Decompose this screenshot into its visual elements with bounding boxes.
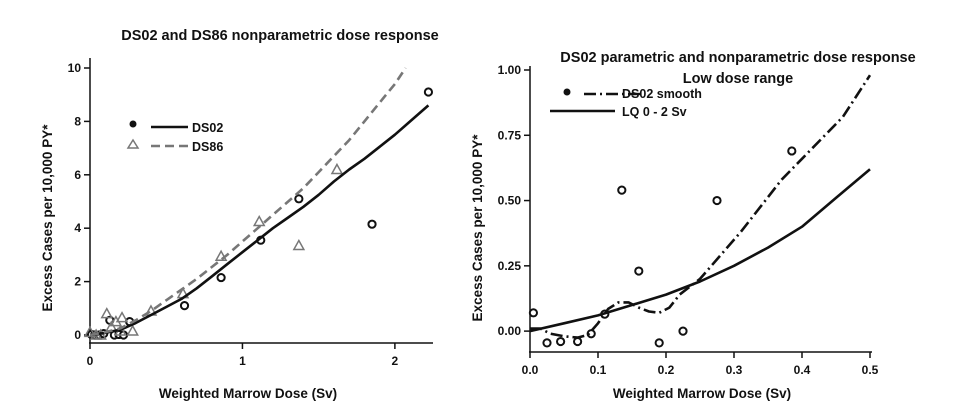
right-y-tick-label: 0.75 (498, 128, 522, 142)
right-x-tick-label: 0.2 (658, 363, 675, 377)
legend-ds02-smooth-label: DS02 smooth (622, 87, 702, 101)
left-ds02-point (367, 219, 377, 229)
panel-left-chart: DS02 and DS86 nonparametric dose respons… (40, 28, 439, 401)
left-ds86-point (83, 325, 97, 338)
right-x-tick-label: 0.4 (794, 363, 811, 377)
legend-ds02-smooth-marker-icon (563, 88, 571, 96)
right-y-tick-label: 1.00 (498, 63, 522, 77)
right-ds02-point (787, 146, 797, 156)
left-ds02-point (216, 272, 226, 283)
right-y-tick-label: 0.50 (498, 194, 522, 208)
left-ds86-point (115, 311, 129, 323)
right-chart-subtitle: Low dose range (683, 71, 793, 87)
right-y-tick-label: 0.25 (498, 259, 522, 273)
legend-ds86-label: DS86 (192, 140, 223, 154)
panel-right-chart: DS02 parametric and nonparametric dose r… (470, 50, 916, 401)
legend-lq-label: LQ 0 - 2 Sv (622, 105, 687, 119)
right-ds02-point (573, 336, 583, 347)
right-x-tick-label: 0.3 (726, 363, 743, 377)
left-ds02-point (423, 87, 434, 97)
legend-ds02-marker-icon (129, 120, 137, 128)
left-x-tick-label: 2 (392, 354, 399, 368)
right-y-tick-label: 0.00 (498, 324, 522, 338)
right-ds02-point (712, 195, 722, 206)
left-chart-title: DS02 and DS86 nonparametric dose respons… (121, 28, 439, 44)
left-y-axis-label: Excess Cases per 10,000 PY* (40, 124, 55, 312)
right-x-axis-label: Weighted Marrow Dose (Sv) (613, 386, 791, 401)
left-ds86-series-line (89, 67, 407, 337)
left-y-tick-label: 8 (74, 114, 81, 128)
left-y-tick-label: 6 (74, 168, 81, 182)
right-ds02-point (654, 338, 664, 348)
left-y-tick-label: 4 (74, 221, 81, 235)
right-x-tick-label: 0.1 (590, 363, 607, 377)
left-y-tick-label: 2 (74, 275, 81, 289)
right-ds02-point (634, 266, 644, 276)
left-ds02-point (294, 194, 304, 204)
right-ds02-point (528, 308, 539, 318)
right-ds02-point (542, 338, 552, 348)
left-ds86-point (126, 324, 139, 336)
right-x-tick-label: 0.0 (522, 363, 539, 377)
legend-ds86-marker-icon (126, 138, 140, 149)
left-y-tick-label: 10 (68, 61, 82, 75)
left-x-tick-label: 1 (239, 354, 246, 368)
left-ds02-point (179, 301, 190, 311)
left-ds86-point (252, 214, 266, 227)
right-lq-0-2-sv-series-line (529, 168, 871, 333)
left-x-axis-label: Weighted Marrow Dose (Sv) (159, 386, 337, 401)
left-ds86-point (330, 162, 344, 175)
left-ds86-point (214, 249, 228, 261)
left-ds02-series-line (89, 104, 430, 337)
left-ds86-point (292, 239, 306, 251)
left-legend: DS02 DS86 (126, 120, 223, 154)
left-x-tick-label: 0 (87, 354, 94, 368)
right-ds02-point (556, 336, 566, 347)
legend-ds02-label: DS02 (192, 121, 223, 135)
left-y-tick-label: 0 (74, 328, 81, 342)
right-ds02-point (617, 185, 627, 195)
right-chart-title: DS02 parametric and nonparametric dose r… (560, 50, 915, 66)
right-y-axis-label: Excess Cases per 10,000 PY* (470, 134, 485, 322)
right-legend: DS02 smooth LQ 0 - 2 Sv (550, 87, 702, 119)
right-ds02-smooth-series-line (530, 74, 872, 339)
left-ds86-point (100, 307, 114, 319)
right-x-tick-label: 0.5 (862, 363, 879, 377)
right-ds02-point (678, 326, 688, 336)
